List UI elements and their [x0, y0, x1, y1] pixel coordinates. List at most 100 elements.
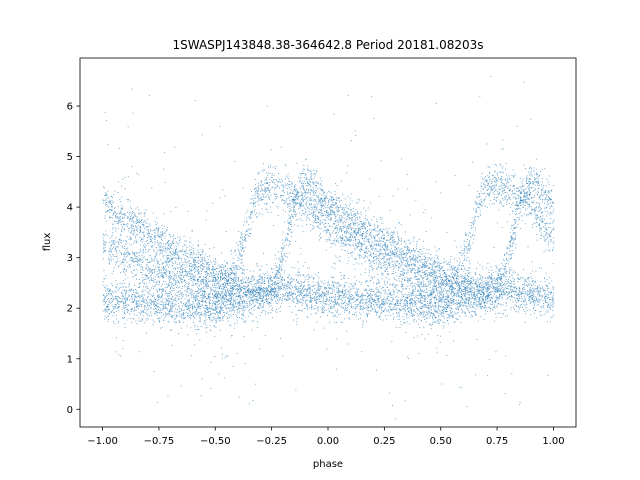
- data-point: [374, 276, 375, 278]
- data-point: [139, 240, 141, 242]
- data-point: [263, 292, 265, 294]
- data-point: [225, 305, 227, 306]
- data-point: [459, 287, 461, 289]
- data-point: [159, 264, 161, 265]
- data-point: [186, 264, 188, 266]
- data-point: [121, 262, 123, 264]
- data-point: [118, 147, 120, 149]
- data-point: [218, 292, 219, 294]
- data-point: [527, 194, 528, 196]
- data-point: [108, 210, 109, 211]
- data-point: [370, 255, 372, 256]
- data-point: [509, 244, 511, 246]
- data-point: [314, 175, 316, 177]
- data-point: [212, 268, 214, 270]
- data-point: [116, 337, 118, 339]
- data-point: [282, 243, 284, 245]
- chart-title: 1SWASPJ143848.38-364642.8 Period 20181.0…: [172, 38, 483, 52]
- data-point: [534, 211, 536, 213]
- data-point: [285, 237, 287, 239]
- data-point: [253, 305, 255, 307]
- data-point: [443, 261, 445, 263]
- data-point: [178, 250, 180, 252]
- data-point: [431, 290, 433, 292]
- data-point: [426, 266, 428, 268]
- data-point: [178, 244, 180, 246]
- data-point: [123, 216, 125, 218]
- data-point: [419, 270, 421, 272]
- data-point: [384, 242, 386, 244]
- data-point: [113, 213, 115, 214]
- data-point: [424, 267, 425, 269]
- data-point: [246, 296, 248, 298]
- data-point: [270, 301, 272, 303]
- data-point: [436, 351, 438, 353]
- data-point: [131, 217, 133, 219]
- data-point: [170, 248, 172, 249]
- data-point: [309, 213, 311, 215]
- data-point: [190, 252, 191, 254]
- data-point: [529, 174, 531, 176]
- data-point: [204, 254, 206, 256]
- data-point: [251, 294, 253, 295]
- data-point: [452, 277, 454, 278]
- data-point: [479, 214, 481, 216]
- data-point: [117, 216, 119, 218]
- data-point: [387, 253, 389, 255]
- data-point: [545, 197, 546, 199]
- data-point: [482, 276, 483, 278]
- data-point: [152, 238, 154, 240]
- data-point: [118, 219, 119, 221]
- data-point: [232, 257, 234, 259]
- data-point: [306, 182, 308, 184]
- data-point: [128, 238, 130, 240]
- data-point: [160, 296, 162, 298]
- data-point: [262, 306, 264, 308]
- data-point: [275, 257, 277, 259]
- data-point: [169, 234, 171, 236]
- data-point: [359, 234, 361, 235]
- data-point: [388, 239, 390, 241]
- data-point: [305, 159, 307, 161]
- data-point: [177, 236, 179, 238]
- data-point: [333, 113, 335, 115]
- data-point: [499, 200, 501, 202]
- data-point: [477, 280, 479, 282]
- data-point: [412, 289, 413, 291]
- data-point: [275, 290, 277, 292]
- data-point: [119, 220, 121, 221]
- data-point: [160, 245, 161, 247]
- data-point: [231, 335, 233, 337]
- data-point: [468, 245, 470, 247]
- data-point: [198, 288, 200, 290]
- data-point: [210, 286, 212, 288]
- data-point: [168, 240, 170, 241]
- data-point: [320, 198, 322, 200]
- data-point: [472, 217, 474, 219]
- data-point: [479, 194, 481, 195]
- data-point: [543, 236, 545, 238]
- data-point: [211, 273, 213, 275]
- data-point: [336, 209, 338, 211]
- data-point: [530, 192, 532, 193]
- data-point: [522, 185, 524, 187]
- data-point: [454, 240, 456, 242]
- data-point: [242, 254, 244, 256]
- data-point: [273, 287, 275, 289]
- data-point: [119, 218, 121, 220]
- data-point: [493, 193, 495, 195]
- data-point: [506, 273, 508, 274]
- data-point: [326, 230, 328, 232]
- data-point: [212, 202, 214, 204]
- data-point: [114, 221, 115, 222]
- data-point: [457, 282, 459, 284]
- data-point: [513, 227, 515, 229]
- data-point: [337, 238, 339, 240]
- data-point: [336, 240, 338, 242]
- data-point: [199, 277, 201, 278]
- data-point: [314, 200, 316, 202]
- data-point: [240, 295, 242, 297]
- data-point: [552, 250, 554, 252]
- data-point: [487, 375, 489, 377]
- data-point: [468, 299, 469, 301]
